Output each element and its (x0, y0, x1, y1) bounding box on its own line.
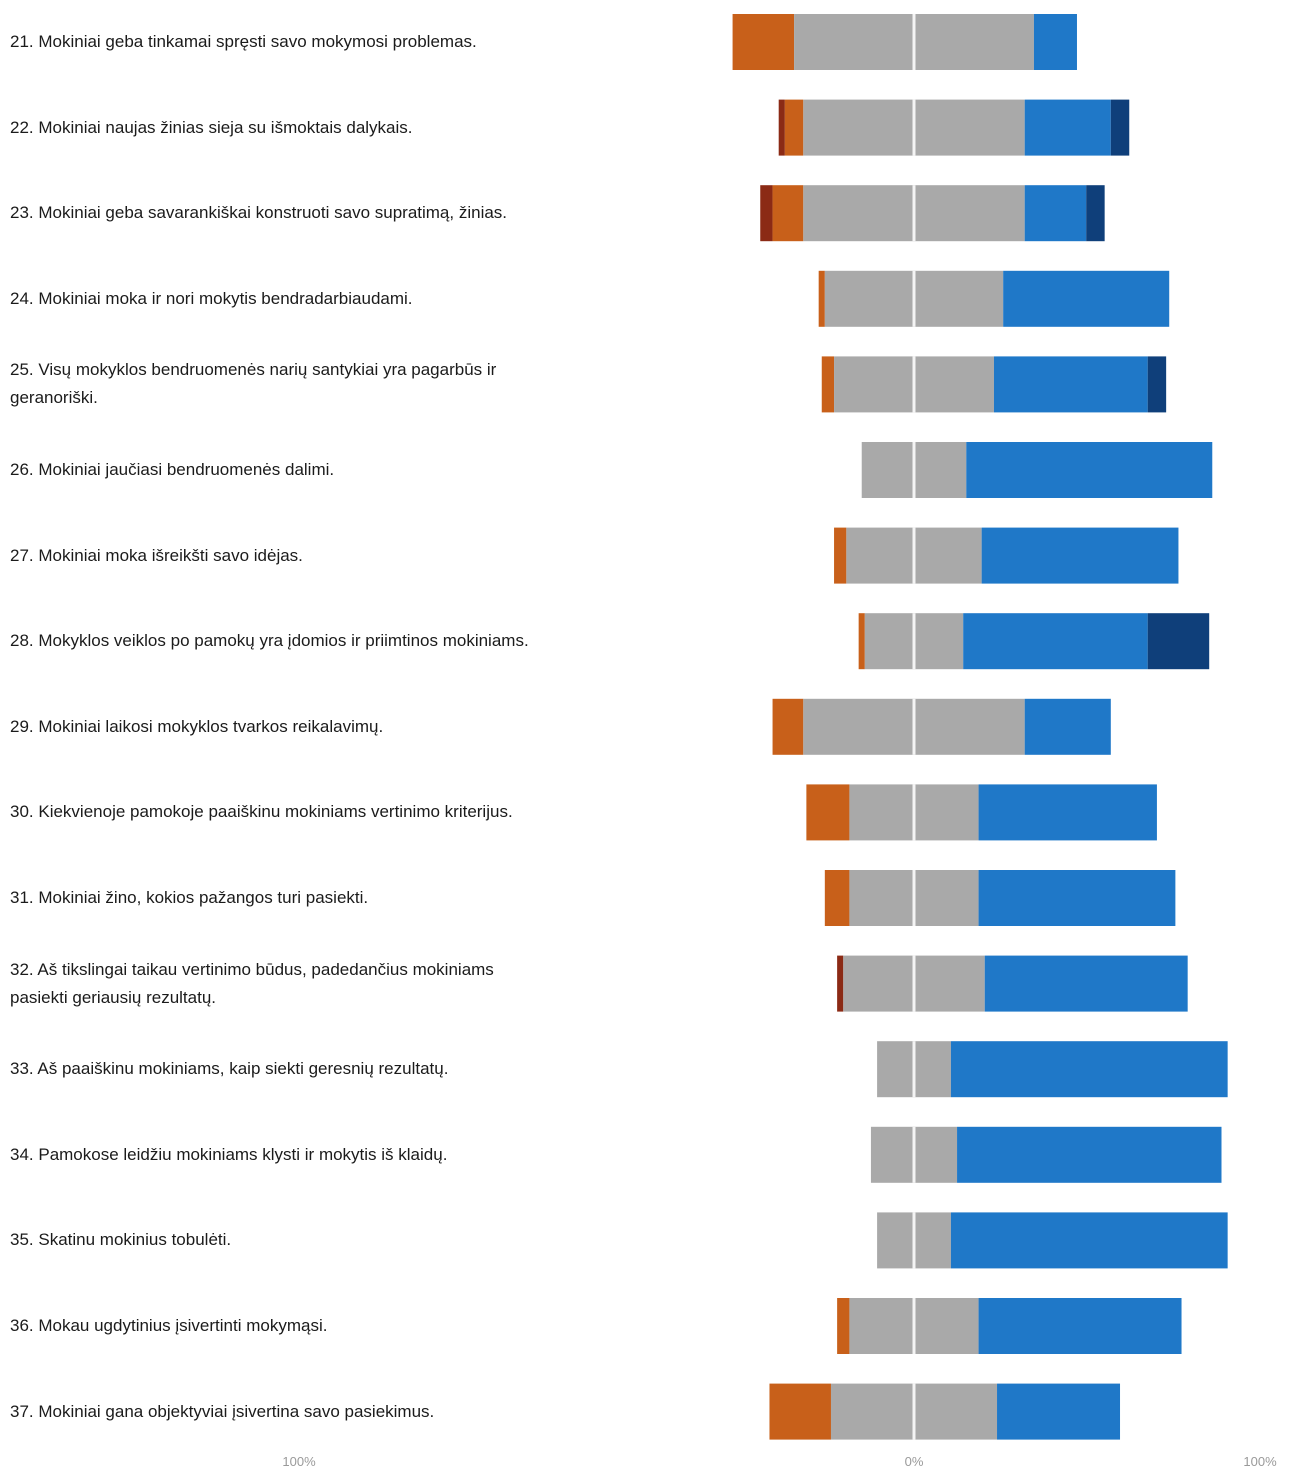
bar-segment-agree (1024, 185, 1087, 242)
row-label-text: 26. Mokiniai jaučiasi bendruomenės dalim… (10, 460, 335, 479)
row-label: 36. Mokau ugdytinius įsivertinti mokymąs… (10, 1294, 530, 1358)
bar-segment-disagree (818, 270, 825, 327)
zero-line (912, 613, 916, 670)
row-label-text: 31. Mokiniai žino, kokios pažangos turi … (10, 888, 369, 907)
bar-segment-strongly-disagree (778, 99, 785, 156)
row-label-text: 34. Pamokose leidžiu mokiniams klysti ir… (10, 1144, 448, 1164)
bar-segment-agree (993, 356, 1148, 413)
row-label-text: 25. Visų mokyklos bendruomenės narių san… (10, 360, 497, 408)
row-label-text: 30. Kiekvienoje pamokoje paaiškinu mokin… (10, 802, 513, 822)
row-label-text: 21. Mokiniai geba tinkamai spręsti savo … (10, 32, 477, 51)
row-label-text: 33. Aš paaiškinu mokiniams, kaip siekti … (10, 1059, 449, 1079)
bar-segment-strongly-disagree (760, 185, 773, 242)
bar-segment-disagree (772, 698, 804, 755)
row-label: 21. Mokiniai geba tinkamai spręsti savo … (10, 10, 530, 74)
row-label: 37. Mokiniai gana objektyviai įsivertina… (10, 1380, 530, 1444)
row-label-text: 28. Mokyklos veiklos po pamokų yra įdomi… (10, 631, 529, 651)
bar-segment-agree (1003, 270, 1170, 327)
row-label: 22. Mokiniai naujas žinias sieja su išmo… (10, 96, 530, 160)
bar-segment-disagree (858, 613, 865, 670)
row-label: 24. Mokiniai moka ir nori mokytis bendra… (10, 267, 530, 331)
zero-line (912, 99, 916, 156)
bar-segment-strongly-agree (1086, 185, 1105, 242)
row-label: 29. Mokiniai laikosi mokyklos tvarkos re… (10, 695, 530, 759)
row-label-text: 27. Mokiniai moka išreikšti savo idėjas. (10, 545, 303, 565)
bar-segment-disagree (821, 356, 835, 413)
zero-line (912, 784, 916, 841)
row-label: 27. Mokiniai moka išreikšti savo idėjas. (10, 524, 530, 588)
row-label-text: 23. Mokiniai geba savarankiškai konstruo… (10, 203, 508, 223)
row-label: 26. Mokiniai jaučiasi bendruomenės dalim… (10, 438, 530, 502)
bar-segment-strongly-disagree (837, 955, 844, 1012)
bar-segment-agree (966, 442, 1213, 498)
bar-segment-agree (1033, 14, 1077, 70)
row-label: 25. Visų mokyklos bendruomenės narių san… (10, 352, 530, 416)
bar-segment-disagree (806, 784, 850, 841)
row-label: 28. Mokyklos veiklos po pamokų yra įdomi… (10, 609, 530, 673)
bar-segment-disagree (772, 185, 804, 242)
row-label: 35. Skatinu mokinius tobulėti. (10, 1208, 530, 1272)
zero-line (912, 14, 916, 70)
row-label: 31. Mokiniai žino, kokios pažangos turi … (10, 866, 530, 930)
row-label-text: 22. Mokiniai naujas žinias sieja su išmo… (10, 117, 413, 137)
bar-segment-agree (984, 955, 1188, 1012)
bar-segment-strongly-agree (1147, 356, 1167, 413)
row-label-text: 29. Mokiniai laikosi mokyklos tvarkos re… (10, 716, 384, 736)
zero-line (912, 270, 916, 327)
zero-line (912, 1041, 916, 1098)
bar-segment-disagree (824, 870, 850, 926)
row-label-text: 36. Mokau ugdytinius įsivertinti mokymąs… (10, 1316, 328, 1335)
zero-line (912, 955, 916, 1012)
zero-line (912, 185, 916, 242)
bar-segment-agree (963, 613, 1148, 670)
x-tick-label: 0% (904, 1454, 924, 1469)
bar-segment-agree (981, 527, 1179, 584)
zero-line (912, 527, 916, 584)
bar-segment-disagree (732, 14, 795, 70)
bar-segment-agree (950, 1041, 1228, 1098)
bar-segment-agree (1024, 99, 1111, 156)
bar-segment-agree (997, 1383, 1121, 1440)
bar-segment-strongly-agree (1110, 99, 1130, 156)
zero-line (912, 870, 916, 926)
bar-segment-agree (978, 870, 1176, 926)
row-label-text: 37. Mokiniai gana objektyviai įsivertina… (10, 1401, 435, 1421)
row-label-text: 32. Aš tikslingai taikau vertinimo būdus… (10, 959, 494, 1007)
zero-line (912, 1298, 916, 1354)
row-label-text: 35. Skatinu mokinius tobulėti. (10, 1230, 232, 1250)
bar-segment-disagree (834, 527, 847, 584)
bar-segment-disagree (784, 99, 804, 156)
row-label: 23. Mokiniai geba savarankiškai konstruo… (10, 181, 530, 245)
zero-line (912, 1383, 916, 1440)
x-tick-label: 100% (1243, 1454, 1277, 1469)
row-label: 30. Kiekvienoje pamokoje paaiškinu mokin… (10, 780, 530, 844)
bar-segment-agree (978, 1298, 1182, 1354)
row-label: 33. Aš paaiškinu mokiniams, kaip siekti … (10, 1037, 530, 1101)
zero-line (912, 356, 916, 413)
bar-segment-disagree (837, 1298, 850, 1354)
zero-line (912, 442, 916, 498)
row-label: 32. Aš tikslingai taikau vertinimo būdus… (10, 952, 530, 1016)
bar-segment-agree (950, 1212, 1228, 1269)
bar-segment-agree (1024, 698, 1111, 755)
bar-segment-disagree (769, 1383, 831, 1440)
row-label-text: 24. Mokiniai moka ir nori mokytis bendra… (10, 288, 413, 308)
zero-line (912, 1212, 916, 1269)
bar-segment-agree (957, 1126, 1222, 1183)
zero-line (912, 1126, 916, 1183)
bar-segment-strongly-agree (1147, 613, 1210, 670)
bar-segment-agree (978, 784, 1157, 841)
row-label: 34. Pamokose leidžiu mokiniams klysti ir… (10, 1123, 530, 1187)
x-tick-label: 100% (282, 1454, 316, 1469)
zero-line (912, 698, 916, 755)
